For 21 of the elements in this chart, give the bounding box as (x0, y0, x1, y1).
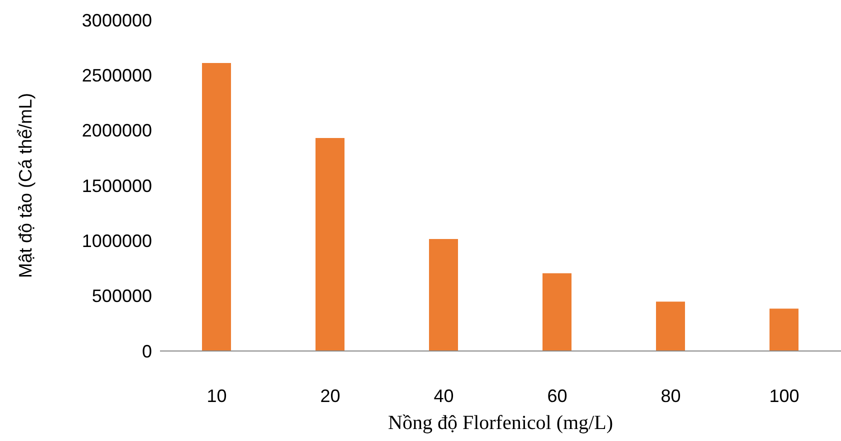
x-tick-label: 80 (660, 386, 681, 406)
y-tick-label: 1000000 (82, 231, 152, 252)
x-axis-title: Nồng độ Florfenicol (mg/L) (388, 412, 613, 434)
bar (656, 302, 685, 351)
y-tick-label: 3000000 (82, 10, 152, 30)
x-tick-label: 100 (769, 386, 800, 406)
y-tick-label: 1500000 (82, 176, 152, 196)
x-tick-label: 10 (206, 386, 227, 406)
bar (202, 63, 231, 351)
y-tick-label: 2000000 (82, 120, 152, 141)
y-axis-title: Mật độ tảo (Cá thể/mL) (15, 92, 36, 278)
bar (542, 273, 572, 351)
bar (770, 308, 798, 351)
y-tick-label: 0 (142, 341, 152, 362)
y-tick-label: 500000 (92, 286, 152, 306)
bar (316, 138, 344, 351)
x-tick-label: 40 (434, 386, 454, 406)
x-tick-label: 60 (547, 386, 568, 406)
y-tick-label: 2500000 (82, 66, 152, 86)
bar (429, 239, 458, 351)
x-tick-label: 20 (320, 386, 340, 406)
